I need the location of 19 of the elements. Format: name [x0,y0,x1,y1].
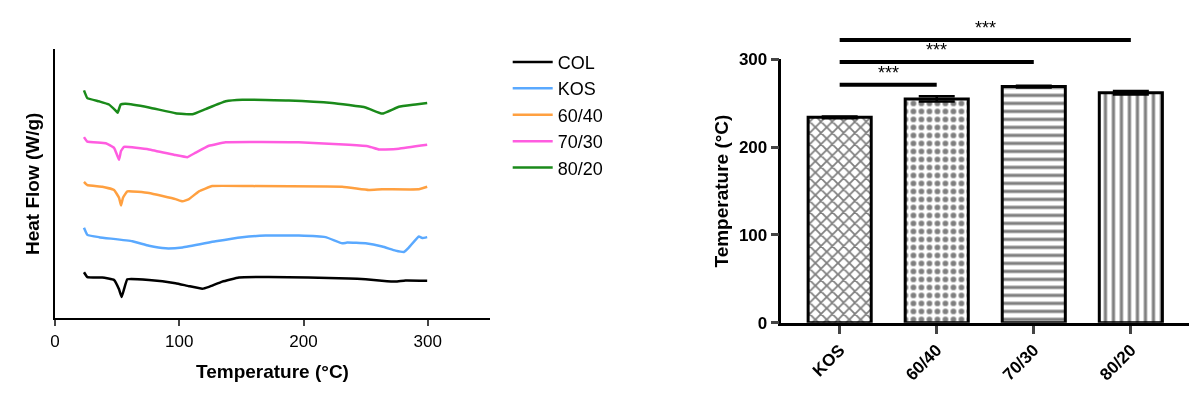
x-tick-label: 300 [413,331,442,351]
legend-label: 70/30 [557,132,603,153]
legend-label: 80/20 [557,158,603,179]
legend-label: COL [557,52,595,73]
x-tick-label: 200 [289,331,318,351]
legend-label: KOS [557,79,596,100]
text: *** [975,18,997,38]
y-tick-label: 200 [738,138,768,158]
x-tick-label: 100 [165,331,194,351]
x-tick-label: 0 [50,331,60,351]
y-axis-title: Heat Flow (W/g) [22,112,44,256]
y-tick-label: 0 [757,313,768,333]
legend-label: 60/40 [557,105,603,126]
annotation: *** [878,63,900,83]
annotation: *** [926,40,948,60]
y-tick-label: 100 [738,225,768,245]
y-axis-title: Temperature (°C) [710,114,732,268]
y-tick-label: 300 [738,50,768,70]
x-axis-title: Temperature (°C) [196,361,349,382]
